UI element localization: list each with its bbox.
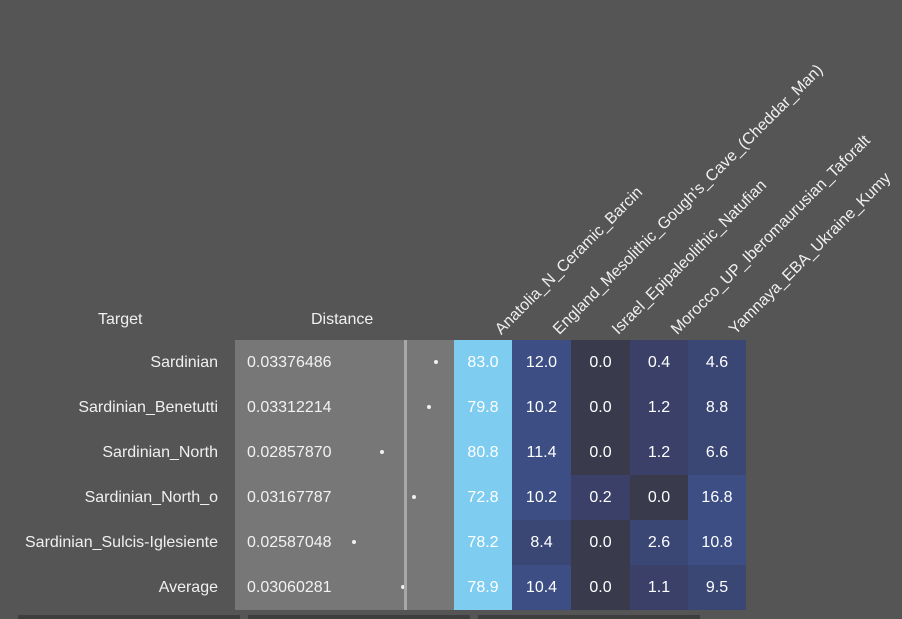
distance-value: 0.03167787	[247, 489, 332, 506]
value-cell: 0.0	[571, 565, 630, 610]
distance-dot	[434, 360, 438, 364]
distance-cell: 0.03312214	[235, 385, 405, 430]
row-target-label: Sardinian_North	[102, 444, 218, 461]
distance-cell: 0.03060281	[235, 565, 405, 610]
value-cell: 0.0	[571, 340, 630, 385]
distance-value: 0.03376486	[247, 354, 332, 371]
value-cell: 0.0	[571, 430, 630, 475]
distance-value: 0.03060281	[247, 579, 332, 596]
distance-dot	[401, 585, 406, 589]
value-cell: 4.6	[688, 340, 746, 385]
value-cell: 83.0	[454, 340, 512, 385]
value-cell: 1.1	[630, 565, 688, 610]
bottom-scrollbar-right	[478, 615, 700, 619]
value-cell: 9.5	[688, 565, 746, 610]
value-cell: 6.6	[688, 430, 746, 475]
distance-dot	[352, 540, 356, 544]
row-target-label: Sardinian_North_o	[84, 489, 218, 506]
value-cell: 10.2	[512, 385, 571, 430]
row-target-label: Sardinian	[150, 354, 218, 371]
distance-cell: 0.03376486	[235, 340, 405, 385]
distance-cell-ext	[407, 520, 454, 565]
distance-cell: 0.03167787	[235, 475, 405, 520]
value-cell: 1.2	[630, 430, 688, 475]
distance-value: 0.02587048	[247, 534, 332, 551]
distance-dot	[412, 495, 417, 499]
distance-dot	[380, 450, 385, 454]
distance-cell-ext	[407, 430, 454, 475]
target-header: Target	[98, 311, 143, 328]
value-cell: 1.2	[630, 385, 688, 430]
column-header: England_Mesolithic_Gough's_Cave_(Cheddar…	[550, 61, 827, 339]
distance-dot	[427, 405, 432, 409]
value-cell: 10.4	[512, 565, 571, 610]
value-cell: 8.4	[512, 520, 571, 565]
value-cell: 8.8	[688, 385, 746, 430]
distance-cell-ext	[407, 565, 454, 610]
bottom-scrollbar-left	[18, 615, 240, 619]
value-cell: 0.2	[571, 475, 630, 520]
value-cell: 0.0	[571, 520, 630, 565]
value-cell: 12.0	[512, 340, 571, 385]
row-target-label: Average	[158, 579, 218, 596]
row-target-label: Sardinian_Sulcis-Iglesiente	[25, 534, 218, 551]
distance-cell-ext	[407, 340, 454, 385]
bottom-scrollbar-mid	[248, 615, 470, 619]
distance-cell: 0.02857870	[235, 430, 405, 475]
value-cell: 16.8	[688, 475, 746, 520]
value-cell: 0.4	[630, 340, 688, 385]
distance-value: 0.02857870	[247, 444, 332, 461]
value-cell: 80.8	[454, 430, 512, 475]
distance-header: Distance	[311, 311, 374, 328]
value-cell: 72.8	[454, 475, 512, 520]
value-cell: 78.2	[454, 520, 512, 565]
row-target-label: Sardinian_Benetutti	[78, 399, 218, 416]
value-cell: 2.6	[630, 520, 688, 565]
distance-divider	[404, 340, 407, 610]
value-cell: 10.2	[512, 475, 571, 520]
distance-cell: 0.02587048	[235, 520, 405, 565]
value-cell: 79.8	[454, 385, 512, 430]
value-cell: 11.4	[512, 430, 571, 475]
value-cell: 78.9	[454, 565, 512, 610]
value-cell: 0.0	[630, 475, 688, 520]
value-cell: 0.0	[571, 385, 630, 430]
value-cell: 10.8	[688, 520, 746, 565]
distance-value: 0.03312214	[247, 399, 332, 416]
